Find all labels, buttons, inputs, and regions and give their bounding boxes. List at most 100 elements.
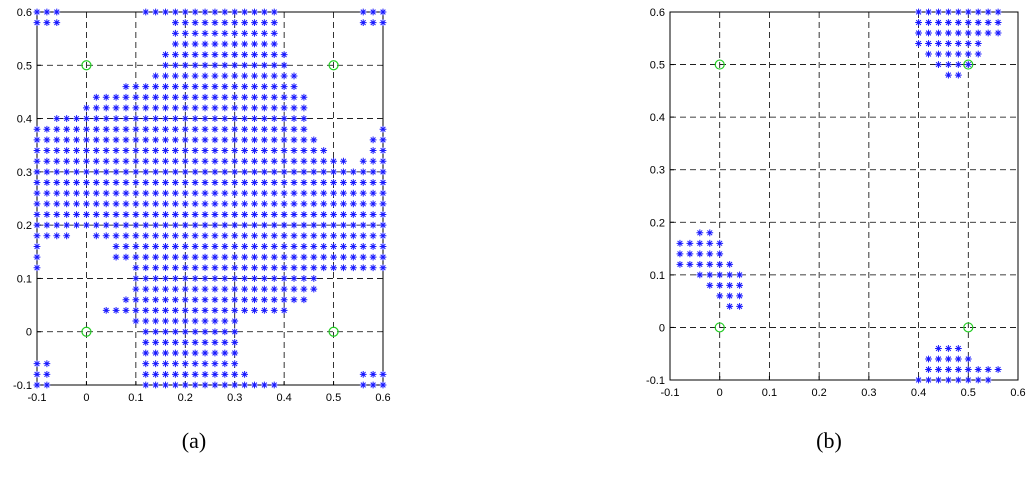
y-tick-label: -0.1 xyxy=(13,380,32,392)
asterisk-point xyxy=(162,307,169,314)
asterisk-point xyxy=(359,243,367,250)
asterisk-point xyxy=(162,211,169,218)
y-tick-label: 0.5 xyxy=(650,60,665,72)
asterisk-point xyxy=(162,349,169,357)
asterisk-point xyxy=(736,303,743,310)
asterisk-point xyxy=(191,253,199,261)
asterisk-point xyxy=(142,317,150,325)
asterisk-point xyxy=(221,317,229,325)
asterisk-point xyxy=(73,168,80,176)
asterisk-point xyxy=(181,264,189,272)
asterisk-point xyxy=(33,232,41,240)
asterisk-point xyxy=(231,221,239,229)
asterisk-point xyxy=(63,211,71,218)
asterisk-point xyxy=(112,125,120,133)
asterisk-point xyxy=(241,370,248,378)
asterisk-point xyxy=(241,157,248,165)
asterisk-point xyxy=(280,61,288,69)
asterisk-point xyxy=(181,61,189,69)
asterisk-point xyxy=(260,285,268,293)
asterisk-point xyxy=(251,243,258,250)
asterisk-point xyxy=(260,8,268,16)
asterisk-point xyxy=(201,136,209,144)
asterisk-point xyxy=(122,104,130,112)
asterisk-point xyxy=(300,189,308,197)
asterisk-point xyxy=(231,83,239,90)
asterisk-point xyxy=(330,200,337,208)
asterisk-point xyxy=(300,285,308,293)
asterisk-point xyxy=(152,381,160,389)
asterisk-point xyxy=(191,147,199,154)
asterisk-point xyxy=(925,376,932,384)
asterisk-point xyxy=(191,275,199,282)
asterisk-point xyxy=(696,239,704,247)
asterisk-point xyxy=(92,125,100,133)
asterisk-point xyxy=(191,157,199,165)
asterisk-point xyxy=(181,93,189,101)
asterisk-point xyxy=(945,50,952,58)
asterisk-point xyxy=(152,264,160,272)
asterisk-point xyxy=(330,253,337,261)
asterisk-point xyxy=(954,19,962,26)
asterisk-point xyxy=(280,200,288,208)
asterisk-point xyxy=(201,19,209,27)
asterisk-point xyxy=(191,317,199,325)
asterisk-point xyxy=(201,115,209,122)
axes-frame xyxy=(36,11,384,386)
asterisk-point xyxy=(984,376,992,384)
asterisk-point xyxy=(191,232,199,240)
asterisk-point xyxy=(102,104,110,112)
asterisk-point xyxy=(280,243,288,250)
asterisk-point xyxy=(270,61,278,69)
asterisk-point xyxy=(33,8,41,16)
asterisk-point xyxy=(241,307,248,314)
panel-b: -0.1 0 0.1 0.2 0.3 0.4 0.5 0.6 -0.1 0 0.1 0.2 0.3 0.4… xyxy=(646,7,1026,399)
asterisk-point xyxy=(73,125,80,133)
asterisk-point xyxy=(954,71,962,79)
asterisk-point xyxy=(162,136,169,144)
asterisk-point xyxy=(280,296,288,304)
asterisk-point xyxy=(359,8,367,16)
y-tick-label: 0.6 xyxy=(17,7,32,19)
asterisk-point xyxy=(112,157,120,165)
asterisk-point xyxy=(974,366,982,373)
asterisk-point xyxy=(122,189,130,197)
asterisk-point xyxy=(290,136,298,144)
asterisk-point xyxy=(290,179,298,186)
x-tick-label: 0.3 xyxy=(861,387,876,399)
asterisk-point xyxy=(73,157,80,165)
asterisk-point xyxy=(270,19,278,27)
asterisk-point xyxy=(63,157,71,165)
asterisk-point xyxy=(102,211,110,218)
asterisk-point xyxy=(349,253,357,261)
asterisk-point xyxy=(964,19,972,26)
asterisk-point xyxy=(241,115,248,122)
asterisk-point xyxy=(251,275,258,282)
asterisk-point xyxy=(954,40,962,47)
asterisk-point xyxy=(53,136,61,144)
asterisk-point xyxy=(915,19,922,26)
asterisk-point xyxy=(340,264,347,272)
asterisk-point xyxy=(33,211,41,218)
y-tick-label: -0.1 xyxy=(646,375,665,387)
asterisk-point xyxy=(132,125,140,133)
asterisk-point xyxy=(340,168,347,176)
asterisk-point xyxy=(241,221,248,229)
asterisk-point xyxy=(152,275,160,282)
x-tick-label: 0.4 xyxy=(911,387,926,399)
asterisk-point xyxy=(191,72,199,80)
asterisk-point xyxy=(43,360,51,368)
asterisk-point xyxy=(162,115,169,122)
asterisk-point xyxy=(53,147,61,154)
asterisk-point xyxy=(53,232,61,240)
asterisk-point xyxy=(211,104,219,112)
asterisk-point xyxy=(251,136,258,144)
asterisk-point xyxy=(260,307,268,314)
asterisk-point xyxy=(162,8,169,16)
asterisk-point xyxy=(122,147,130,154)
asterisk-point xyxy=(935,40,942,47)
asterisk-point xyxy=(172,104,179,112)
asterisk-point xyxy=(954,345,962,352)
asterisk-point xyxy=(201,275,209,282)
asterisk-point xyxy=(974,8,982,16)
